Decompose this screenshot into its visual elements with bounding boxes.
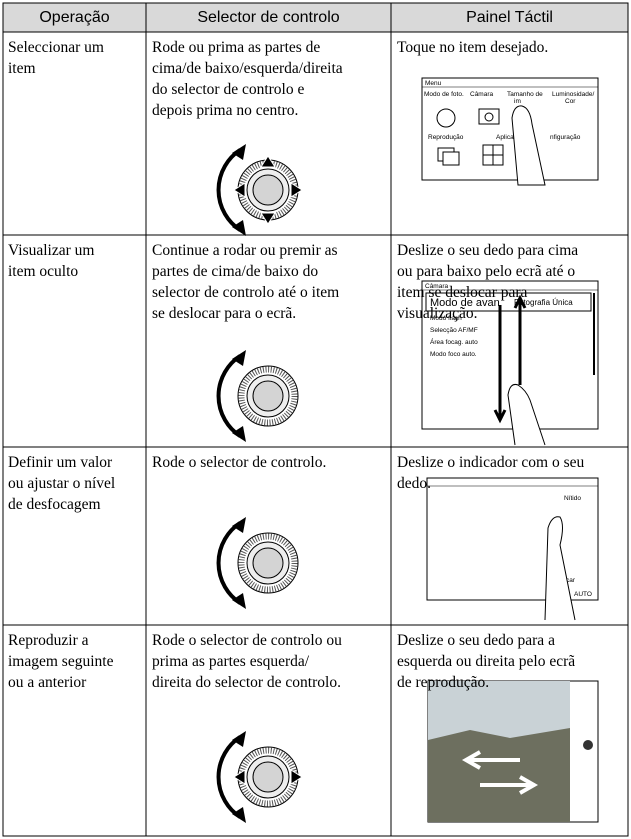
cell-text: Visualizar um	[8, 242, 95, 259]
cell-text: de reprodução.	[397, 674, 490, 691]
cell-text: ou para baixo pelo ecrã até o	[397, 263, 576, 280]
cell-text: visualização.	[397, 305, 478, 322]
cell-text: depois prima no centro.	[152, 102, 299, 119]
cell-text: esquerda ou direita pelo ecrã	[397, 653, 576, 670]
screen-label: AUTO	[574, 591, 592, 598]
cell-text: Rode o selector de controlo.	[152, 454, 327, 471]
screen-label: Câmara	[470, 91, 494, 98]
screen-label: Aplicaçã	[496, 134, 521, 141]
screen-label: im	[514, 98, 521, 105]
cell-text: partes de cima/de baixo do	[152, 263, 319, 280]
cell-text: item	[8, 60, 36, 77]
screen-label: Fotografia Única	[514, 298, 573, 307]
cell-text: do selector de controlo e	[152, 81, 305, 98]
header-cell: Operação	[39, 9, 110, 26]
screen-label: Área focag. auto	[430, 337, 478, 346]
header-cell: Selector de controlo	[197, 9, 340, 26]
cell-text: imagem seguinte	[8, 653, 114, 670]
cell-text: Continue a rodar ou premir as	[152, 242, 338, 259]
cell-text: ou ajustar o nível	[8, 475, 116, 492]
cell-text: Deslize o seu dedo para cima	[397, 242, 579, 259]
cell-text: Toque no item desejado.	[397, 39, 549, 56]
screen-label: Modo de foto.	[424, 91, 464, 98]
cell-text: Reproduzir a	[8, 632, 89, 649]
cell-text: se deslocar para o ecrã.	[152, 305, 297, 322]
slider-screen: Nítido car AUTO	[426, 477, 599, 621]
cell-text: direita do selector de controlo.	[152, 674, 341, 691]
cell-text: item oculto	[8, 263, 79, 280]
screen-label: Menu	[425, 80, 442, 87]
header-bg	[3, 3, 628, 32]
screen-label: Modo foco auto.	[430, 351, 477, 358]
screen-label: Tamanho de	[507, 91, 543, 98]
cell-text: item se deslocar para	[397, 284, 528, 301]
cell-text: dedo.	[397, 475, 432, 492]
cell-text: Seleccionar um	[8, 39, 104, 56]
screen-label: Selecção AF/MF	[430, 327, 478, 334]
screen-label: Câmara	[425, 283, 449, 290]
cell-text: ou a anterior	[8, 674, 87, 691]
list-screen: Câmara Modo de avan Fotografia Única Mod…	[421, 280, 599, 446]
header-cell: Painel Táctil	[466, 9, 553, 26]
cell-text: Definir um valor	[8, 454, 113, 471]
screen-label: Modo de avan	[430, 297, 500, 309]
control-wheel	[216, 144, 303, 236]
cell-text: Deslize o seu dedo para a	[397, 632, 555, 649]
control-wheel	[216, 731, 303, 823]
screen-label: Cor	[565, 98, 576, 105]
screen-label: car	[566, 577, 576, 584]
screen-label: Modo flash	[430, 315, 462, 322]
screen-label: Luminosidade/	[552, 91, 594, 98]
cell-text: Rode o selector de controlo ou	[152, 632, 342, 649]
screen-label: Nítido	[564, 495, 581, 502]
playback-screen	[427, 680, 599, 823]
screen-label: Reprodução	[428, 134, 464, 141]
cell-text: Deslize o indicador com o seu	[397, 454, 585, 471]
cell-text: cima/de baixo/esquerda/direita	[152, 60, 343, 77]
menu-screen: Menu Modo de foto. Câmara Tamanho de im …	[421, 77, 599, 186]
cell-text: selector de controlo até o item	[152, 284, 340, 301]
control-wheel	[216, 350, 299, 442]
screen-label: nfiguração	[550, 134, 581, 141]
cell-text: de desfocagem	[8, 496, 101, 513]
cell-text: Rode ou prima as partes de	[152, 39, 321, 56]
cell-text: prima as partes esquerda/	[152, 653, 310, 670]
control-wheel	[216, 517, 299, 609]
